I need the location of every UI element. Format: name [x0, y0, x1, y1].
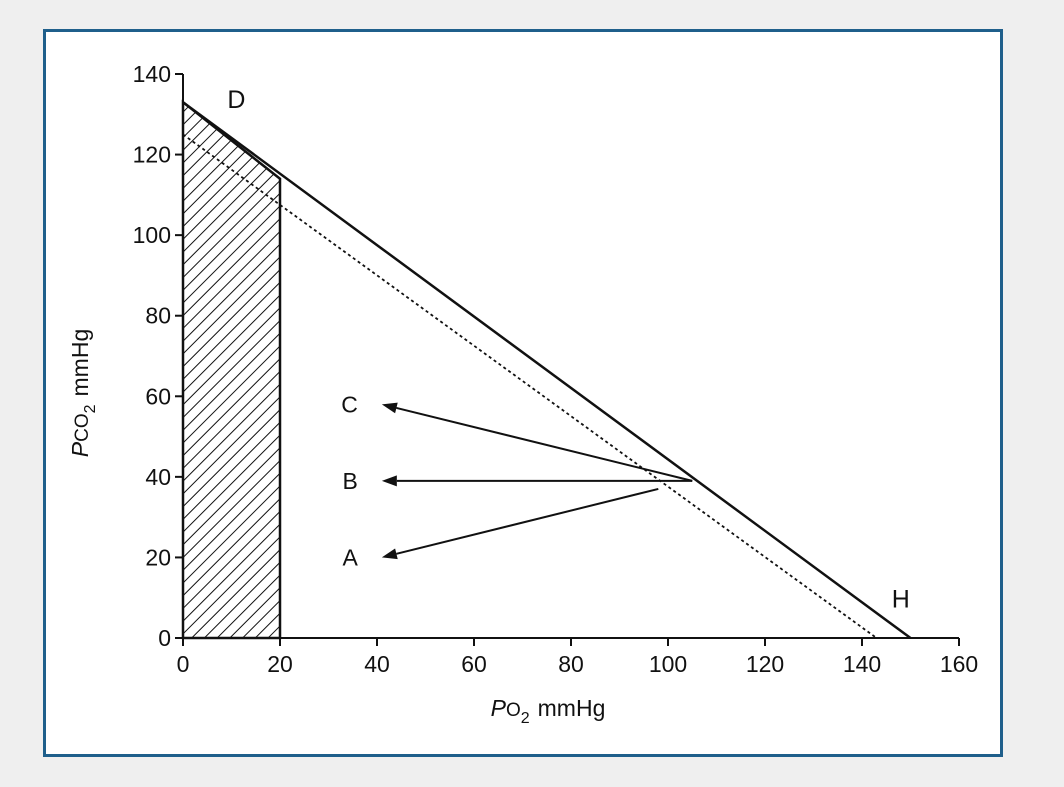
arrow-label-b: B	[343, 468, 358, 494]
x-tick-label: 20	[267, 651, 293, 677]
arrow-c-head	[381, 402, 398, 414]
chart-frame: 0 20 40 60 80 100 120 140 160 0 20 40 60 80 100 120 140 C…	[43, 29, 1003, 757]
x-tick-label: 80	[558, 651, 584, 677]
x-axis-label-unit: mmHg	[538, 695, 606, 721]
x-tick-label: 40	[364, 651, 390, 677]
point-label-d: D	[227, 86, 245, 114]
arrow-c-shaft	[396, 406, 693, 482]
y-tick-label: 60	[145, 383, 171, 409]
x-tick-label: 100	[649, 651, 687, 677]
arrow-label-a: A	[343, 544, 359, 570]
arrow-a-shaft	[396, 487, 659, 555]
y-tick-label: 140	[133, 61, 171, 87]
arrow-a-head	[381, 548, 398, 560]
x-tick-label: 120	[746, 651, 784, 677]
x-axis-label-sub1: O	[506, 700, 521, 721]
x-axis-label-main: P	[491, 695, 507, 721]
y-tick-label: 40	[145, 464, 171, 490]
x-tick-label: 140	[843, 651, 881, 677]
y-axis-label: PCO2 mmHg	[67, 329, 99, 457]
solid-line	[182, 101, 912, 640]
y-tick-label: 80	[145, 303, 171, 329]
y-axis-label-sub1: CO	[72, 413, 93, 442]
y-tick-label: 120	[133, 142, 171, 168]
x-tick-label: 0	[177, 651, 190, 677]
y-tick-label: 0	[158, 625, 171, 651]
y-tick-label: 20	[145, 544, 171, 570]
y-axis-label-unit: mmHg	[67, 329, 93, 397]
arrow-b-head	[381, 475, 397, 487]
y-tick-label: 100	[133, 222, 171, 248]
chart: 0 20 40 60 80 100 120 140 160 0 20 40 60 80 100 120 140 C…	[67, 61, 979, 727]
dotted-line	[182, 133, 878, 639]
x-tick-label: 160	[940, 651, 978, 677]
x-tick-label: 60	[461, 651, 487, 677]
arrow-label-c: C	[341, 391, 358, 417]
hatched-region	[181, 99, 282, 640]
y-axis-label-sub2: 2	[82, 404, 99, 413]
x-axis-label: PO2 mmHg	[491, 695, 606, 727]
point-label-h: H	[892, 586, 910, 614]
x-axis-label-sub2: 2	[521, 710, 530, 727]
y-axis-label-main: P	[67, 441, 93, 457]
plot-area: 0 20 40 60 80 100 120 140 160 0 20 40 60 80 100 120 140 C…	[133, 61, 979, 677]
